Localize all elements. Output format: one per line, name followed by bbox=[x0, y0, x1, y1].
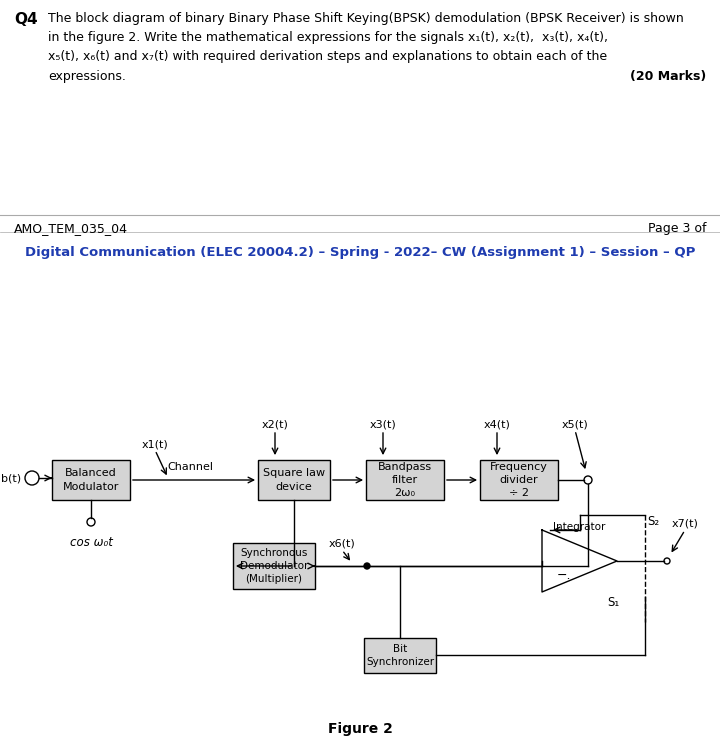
Text: Digital Communication (ELEC 20004.2) – Spring - 2022– CW (Assignment 1) – Sessio: Digital Communication (ELEC 20004.2) – S… bbox=[24, 246, 696, 259]
Text: x3(t): x3(t) bbox=[369, 419, 397, 429]
Text: x1(t): x1(t) bbox=[142, 439, 168, 449]
Circle shape bbox=[25, 471, 39, 485]
Text: Page 3 of: Page 3 of bbox=[647, 222, 706, 235]
Text: Bit
Synchronizer: Bit Synchronizer bbox=[366, 644, 434, 667]
Bar bbox=[364, 638, 436, 673]
Text: Bandpass
filter
2ω₀: Bandpass filter 2ω₀ bbox=[378, 462, 432, 498]
Text: Synchronous
Demodulator
(Multiplier): Synchronous Demodulator (Multiplier) bbox=[240, 548, 308, 584]
Text: x6(t): x6(t) bbox=[328, 539, 356, 549]
Text: AMO_TEM_035_04: AMO_TEM_035_04 bbox=[14, 222, 128, 235]
Text: x7(t): x7(t) bbox=[672, 519, 698, 529]
Text: Frequency
divider
÷ 2: Frequency divider ÷ 2 bbox=[490, 462, 548, 498]
Text: cos ω₀t: cos ω₀t bbox=[70, 536, 112, 549]
Bar bbox=[366, 460, 444, 500]
Text: Balanced
Modulator: Balanced Modulator bbox=[63, 469, 120, 492]
Text: b(t): b(t) bbox=[1, 473, 21, 483]
Text: (20 Marks): (20 Marks) bbox=[630, 70, 706, 83]
Text: −.: −. bbox=[557, 569, 571, 582]
Text: S₂: S₂ bbox=[647, 515, 659, 528]
Text: x₅(t), x₆(t) and x₇(t) with required derivation steps and explanations to obtain: x₅(t), x₆(t) and x₇(t) with required der… bbox=[48, 50, 607, 63]
Text: Figure 2: Figure 2 bbox=[328, 722, 392, 736]
Text: S₁: S₁ bbox=[607, 596, 619, 609]
Text: in the figure 2. Write the mathematical expressions for the signals x₁(t), x₂(t): in the figure 2. Write the mathematical … bbox=[48, 31, 608, 44]
Bar bbox=[233, 543, 315, 589]
Text: Channel: Channel bbox=[167, 462, 213, 472]
Circle shape bbox=[364, 563, 370, 569]
Circle shape bbox=[584, 476, 592, 484]
Text: x4(t): x4(t) bbox=[484, 419, 510, 429]
Bar bbox=[480, 460, 558, 500]
Text: Square law
device: Square law device bbox=[263, 469, 325, 492]
Text: Integrator: Integrator bbox=[553, 522, 606, 532]
Bar bbox=[52, 460, 130, 500]
Circle shape bbox=[664, 558, 670, 564]
Circle shape bbox=[87, 518, 95, 526]
Text: x2(t): x2(t) bbox=[261, 419, 289, 429]
Bar bbox=[258, 460, 330, 500]
Text: Q4: Q4 bbox=[14, 12, 37, 27]
Text: expressions.: expressions. bbox=[48, 70, 126, 83]
Text: The block diagram of binary Binary Phase Shift Keying(BPSK) demodulation (BPSK R: The block diagram of binary Binary Phase… bbox=[48, 12, 684, 25]
Text: x5(t): x5(t) bbox=[562, 419, 588, 429]
